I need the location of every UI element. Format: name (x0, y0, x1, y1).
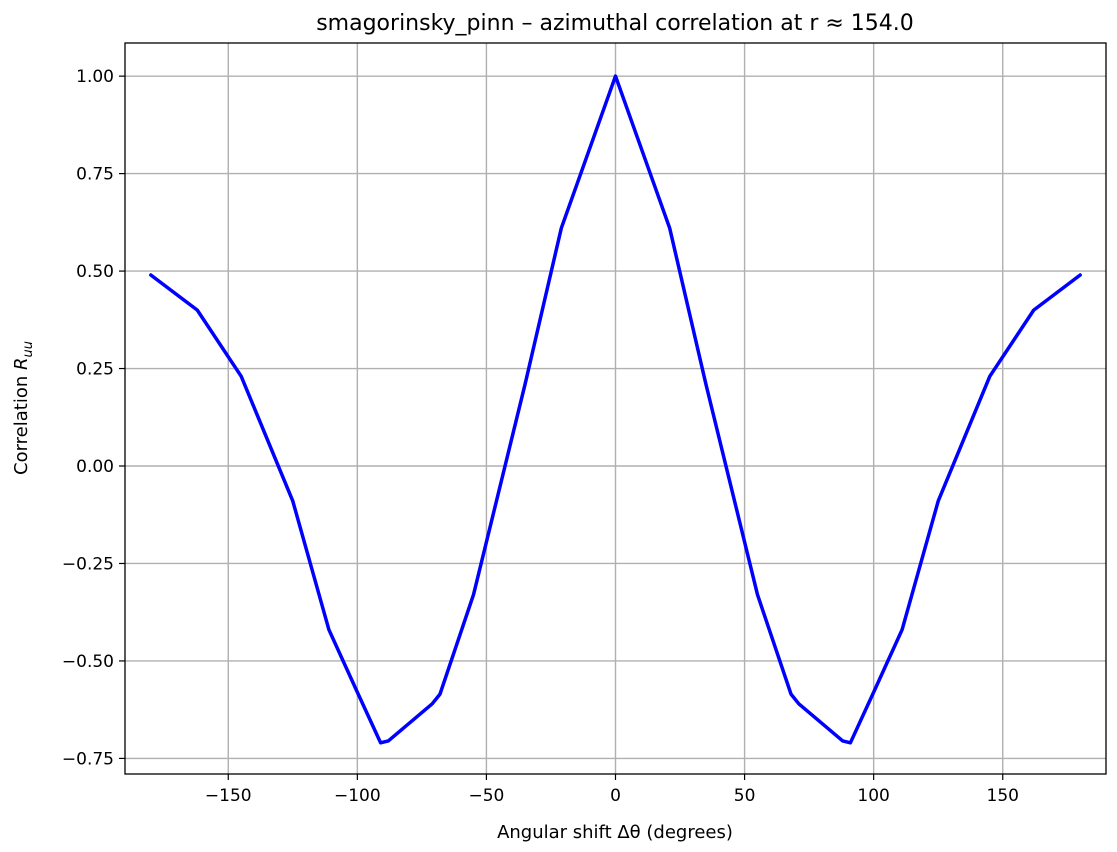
y-tick-label: 1.00 (76, 67, 114, 87)
grid (125, 43, 1106, 774)
chart-title: smagorinsky_pinn – azimuthal correlation… (316, 11, 914, 36)
series-line (149, 74, 1082, 745)
x-tick-label: −50 (468, 786, 504, 806)
x-axis-label: Angular shift Δθ (degrees) (497, 822, 733, 843)
y-tick-label: 0.25 (76, 360, 114, 380)
x-tick-label: 100 (857, 786, 889, 806)
y-axis-label: Correlation Ruu (11, 341, 36, 475)
x-tick-label: −100 (334, 786, 381, 806)
y-tick-label: 0.50 (76, 262, 114, 282)
y-tick-label: −0.50 (62, 652, 114, 672)
y-tick-label: −0.75 (62, 749, 114, 769)
y-tick-label: 0.75 (76, 165, 114, 185)
x-tick-label: 0 (610, 786, 621, 806)
series-group (149, 74, 1082, 745)
x-tick-label: 50 (734, 786, 756, 806)
axis-ticks: −150 −100 −50 0 50 100 150 −0.75 −0.50 −0.25 0.00 0… (62, 67, 1019, 806)
y-axis-label-text: Correlation (11, 370, 32, 475)
y-axis-label-subscript: uu (21, 341, 36, 357)
y-axis-label-symbol: R (11, 357, 32, 370)
x-tick-label: 150 (987, 786, 1019, 806)
y-tick-label: 0.00 (76, 457, 114, 477)
x-tick-label: −150 (205, 786, 252, 806)
plot-frame (124, 42, 1107, 775)
y-tick-label: −0.25 (62, 554, 114, 574)
